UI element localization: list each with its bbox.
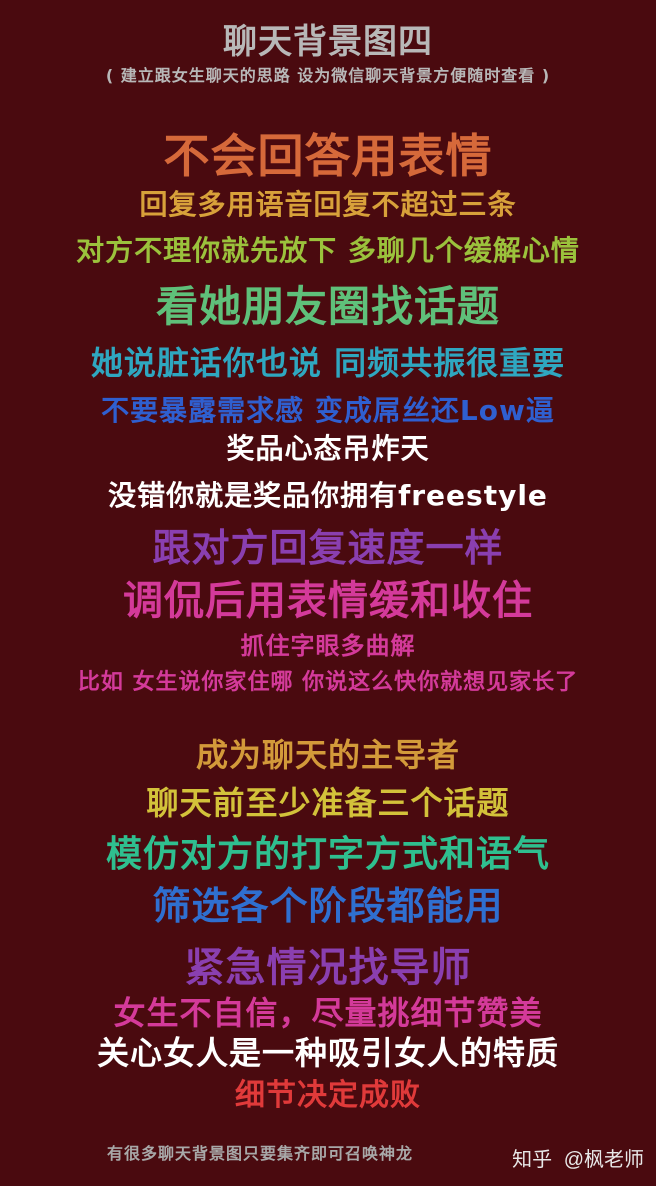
page-subtitle: ( 建立跟女生聊天的思路 设为微信聊天背景方便随时查看 ) [105,66,551,85]
tip-line-1: 不会回答用表情 [163,129,493,183]
tip-line-2: 回复多用语音回复不超过三条 [139,188,517,221]
tip-line-6: 不要暴露需求感 变成屌丝还Low逼 [101,394,555,427]
tip-line-12: 比如 女生说你家住哪 你说这么快你就想见家长了 [77,670,579,695]
tip-line-3: 对方不理你就先放下 多聊几个缓解心情 [76,234,580,267]
tip-line-8: 没错你就是奖品你拥有freestyle [108,479,548,512]
tip-line-4: 看她朋友圈找话题 [155,282,500,331]
tip-line-9: 跟对方回复速度一样 [152,526,504,570]
tip-line-14: 聊天前至少准备三个话题 [146,784,510,822]
tip-line-10: 调侃后用表情缓和收住 [123,578,533,624]
tip-line-19: 关心女人是一种吸引女人的特质 [96,1034,559,1072]
tip-line-13: 成为聊天的主导者 [195,736,460,774]
footer-text: 有很多聊天背景图只要集齐即可召唤神龙 [106,1144,413,1163]
watermark: 知乎 @枫老师 [512,1143,644,1172]
watermark-author: @枫老师 [563,1149,644,1171]
tip-line-7: 奖品心态吊炸天 [226,432,430,465]
page-title: 聊天背景图四 [223,22,433,62]
tip-line-20: 细节决定成败 [235,1078,421,1113]
watermark-site: 知乎 [512,1149,553,1171]
tip-line-17: 紧急情况找导师 [184,945,472,991]
tip-line-5: 她说脏话你也说 同频共振很重要 [90,344,566,382]
tip-line-16: 筛选各个阶段都能用 [152,884,504,928]
tip-line-15: 模仿对方的打字方式和语气 [105,834,550,875]
tip-line-11: 抓住字眼多曲解 [240,632,416,660]
tip-line-18: 女生不自信，尽量挑细节赞美 [113,994,543,1032]
